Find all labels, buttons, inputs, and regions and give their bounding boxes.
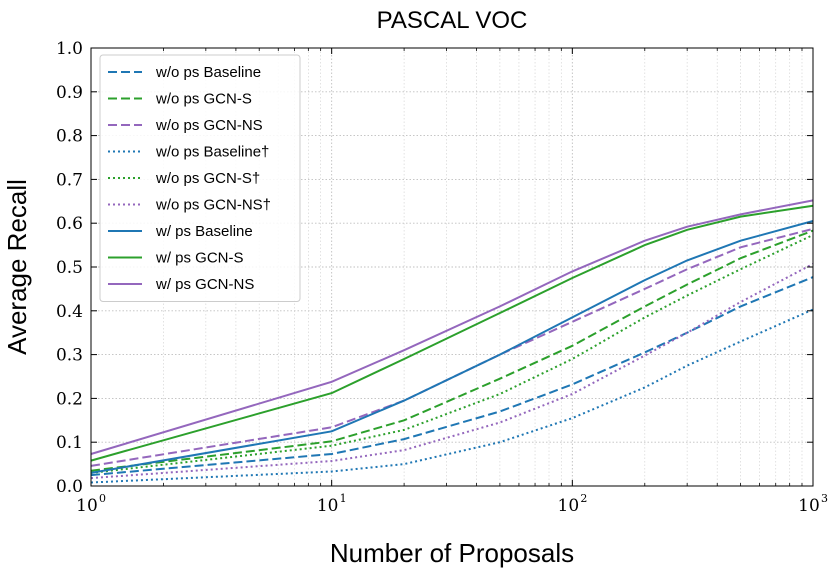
y-tick-label: 0.2	[56, 389, 83, 409]
legend-entry: w/o ps GCN-NS†	[108, 197, 271, 214]
series-line-3	[90, 227, 814, 467]
legend-label: w/o ps Baseline	[155, 64, 261, 81]
legend-label: w/o ps GCN-S	[155, 91, 252, 108]
y-tick-label: 0.8	[56, 127, 83, 147]
series-line-6	[90, 263, 814, 480]
series-line-2	[90, 229, 814, 472]
x-tick-exponent: 3	[821, 492, 828, 505]
x-tick-exponent: 2	[580, 492, 587, 505]
legend-label: w/o ps Baseline†	[155, 144, 269, 161]
y-tick-label: 0.4	[56, 302, 83, 322]
legend-entry: w/o ps GCN-S†	[108, 170, 260, 187]
legend-entry: w/ ps GCN-NS	[108, 276, 254, 293]
y-tick-label: 0.7	[56, 170, 83, 190]
legend-box	[99, 54, 301, 302]
legend-entry: w/o ps GCN-NS	[108, 117, 263, 134]
legend-label: w/o ps GCN-NS	[155, 117, 263, 134]
y-tick-label: 0.3	[56, 346, 83, 366]
chart-title: PASCAL VOC	[377, 7, 528, 34]
series-line-9	[90, 199, 814, 455]
x-tick-label: 10 2	[558, 492, 588, 516]
x-tick-base: 10	[558, 496, 580, 516]
series-line-4	[90, 308, 814, 484]
legend-entry: w/o ps Baseline†	[108, 144, 269, 161]
x-tick-base: 10	[76, 496, 98, 516]
x-tick-exponent: 1	[340, 492, 347, 505]
legend-label: w/o ps GCN-S†	[155, 170, 260, 187]
y-tick-label: 0.1	[56, 433, 83, 453]
legend-entry: w/ ps GCN-S	[108, 250, 244, 267]
x-tick-label: 10 1	[317, 492, 347, 516]
y-tick-label: 1.0	[56, 39, 83, 59]
legend-entry: w/ ps Baseline	[108, 223, 253, 240]
series-line-7	[90, 220, 814, 474]
legend-label: w/ ps Baseline	[155, 223, 253, 240]
series-line-8	[90, 204, 814, 462]
legend: w/o ps Baseline w/o ps GCN-S w/o ps GCN-NS…	[99, 54, 301, 302]
legend-label: w/ ps GCN-S	[155, 250, 244, 267]
y-axis-label: Average Recall	[2, 179, 32, 355]
y-tick-label: 0.6	[56, 214, 83, 234]
axis-ticks: 10 0 10 1 10 2 10 30.00.10.20.30.40.50.60.70.80…	[56, 39, 828, 516]
x-tick-base: 10	[317, 496, 339, 516]
x-tick-label: 10 3	[798, 492, 828, 516]
x-tick-exponent: 0	[99, 492, 106, 505]
x-tick-base: 10	[798, 496, 820, 516]
x-tick-label: 10 0	[76, 492, 106, 516]
series-lines	[90, 199, 814, 484]
legend-label: w/ ps GCN-NS	[155, 276, 254, 293]
series-line-1	[90, 276, 814, 477]
y-tick-label: 0.0	[56, 477, 83, 497]
y-tick-label: 0.5	[56, 258, 83, 278]
legend-entry: w/o ps GCN-S	[108, 91, 252, 108]
series-line-5	[90, 234, 814, 474]
legend-label: w/o ps GCN-NS†	[155, 197, 271, 214]
legend-entry: w/o ps Baseline	[108, 64, 261, 81]
y-tick-label: 0.9	[56, 83, 83, 103]
x-axis-label: Number of Proposals	[330, 538, 574, 568]
